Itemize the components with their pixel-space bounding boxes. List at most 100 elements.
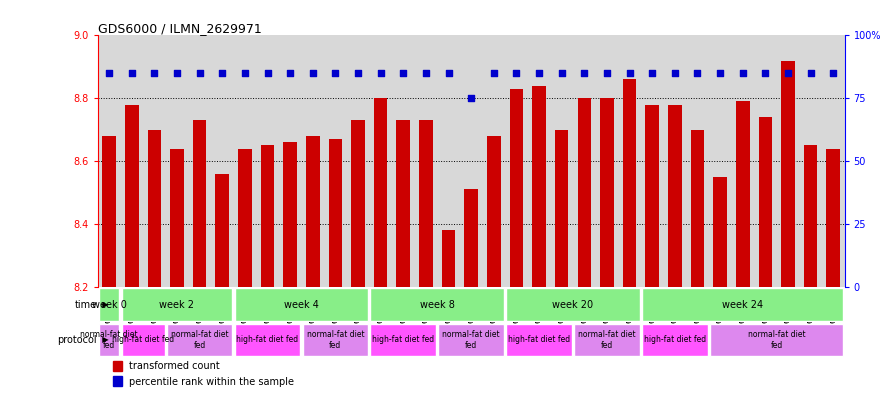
Point: [691, 70, 705, 76]
Text: normal-fat diet
fed: normal-fat diet fed: [443, 330, 500, 350]
Bar: [238, 149, 252, 287]
Text: normal-fat diet
fed: normal-fat diet fed: [171, 330, 228, 350]
Point: [668, 70, 682, 76]
Text: high-fat diet fed: high-fat diet fed: [508, 336, 570, 344]
Bar: [487, 136, 501, 287]
Bar: [215, 174, 229, 287]
Text: protocol: protocol: [57, 335, 97, 345]
FancyBboxPatch shape: [506, 324, 572, 356]
Bar: [419, 120, 433, 287]
Text: ▶: ▶: [97, 300, 108, 309]
Bar: [170, 149, 184, 287]
Bar: [329, 139, 342, 287]
FancyBboxPatch shape: [642, 288, 844, 321]
Bar: [668, 105, 682, 287]
FancyBboxPatch shape: [99, 324, 119, 356]
Point: [600, 70, 614, 76]
Bar: [260, 145, 275, 287]
Text: time: time: [75, 299, 97, 310]
Bar: [555, 130, 568, 287]
Bar: [396, 120, 410, 287]
Point: [328, 70, 342, 76]
Point: [645, 70, 660, 76]
Point: [170, 70, 184, 76]
Bar: [578, 98, 591, 287]
Text: normal-fat diet
fed: normal-fat diet fed: [80, 330, 138, 350]
Point: [735, 70, 749, 76]
Point: [148, 70, 162, 76]
Point: [124, 70, 139, 76]
Bar: [306, 136, 319, 287]
Text: normal-fat diet
fed: normal-fat diet fed: [748, 330, 805, 350]
Bar: [827, 149, 840, 287]
Text: high-fat diet fed: high-fat diet fed: [112, 336, 174, 344]
Text: week 20: week 20: [552, 299, 594, 310]
Point: [486, 70, 501, 76]
Point: [260, 70, 275, 76]
FancyBboxPatch shape: [438, 324, 504, 356]
FancyBboxPatch shape: [167, 324, 232, 356]
Point: [464, 95, 478, 101]
Point: [215, 70, 229, 76]
Bar: [284, 142, 297, 287]
Bar: [645, 105, 659, 287]
Bar: [148, 130, 161, 287]
Bar: [374, 98, 388, 287]
Bar: [351, 120, 364, 287]
Point: [713, 70, 727, 76]
FancyBboxPatch shape: [99, 288, 119, 321]
Bar: [193, 120, 206, 287]
FancyBboxPatch shape: [371, 288, 504, 321]
FancyBboxPatch shape: [371, 324, 436, 356]
Point: [555, 70, 569, 76]
Text: week 8: week 8: [420, 299, 454, 310]
Bar: [533, 86, 546, 287]
Bar: [623, 79, 637, 287]
Bar: [781, 61, 795, 287]
Point: [193, 70, 207, 76]
Bar: [509, 89, 524, 287]
Text: week 24: week 24: [722, 299, 764, 310]
Point: [509, 70, 524, 76]
Text: GDS6000 / ILMN_2629971: GDS6000 / ILMN_2629971: [98, 22, 261, 35]
Bar: [758, 117, 773, 287]
FancyBboxPatch shape: [574, 324, 640, 356]
Text: transformed count: transformed count: [129, 362, 220, 371]
Text: percentile rank within the sample: percentile rank within the sample: [129, 376, 294, 387]
FancyBboxPatch shape: [302, 324, 368, 356]
Text: normal-fat diet
fed: normal-fat diet fed: [578, 330, 636, 350]
Point: [237, 70, 252, 76]
Bar: [736, 101, 749, 287]
FancyBboxPatch shape: [235, 324, 300, 356]
FancyBboxPatch shape: [710, 324, 844, 356]
Text: high-fat diet fed: high-fat diet fed: [372, 336, 435, 344]
Point: [781, 70, 795, 76]
FancyBboxPatch shape: [235, 288, 368, 321]
FancyBboxPatch shape: [122, 288, 232, 321]
Text: high-fat diet fed: high-fat diet fed: [236, 336, 299, 344]
Point: [351, 70, 365, 76]
Point: [532, 70, 546, 76]
Point: [373, 70, 388, 76]
FancyBboxPatch shape: [642, 324, 708, 356]
Bar: [464, 189, 478, 287]
Text: week 2: week 2: [159, 299, 195, 310]
Point: [442, 70, 456, 76]
Text: week 4: week 4: [284, 299, 319, 310]
Text: ▶: ▶: [97, 336, 108, 344]
Bar: [442, 230, 455, 287]
Point: [396, 70, 411, 76]
Text: week 0: week 0: [92, 299, 126, 310]
Bar: [713, 177, 727, 287]
FancyBboxPatch shape: [122, 324, 164, 356]
Point: [758, 70, 773, 76]
Point: [804, 70, 818, 76]
Point: [622, 70, 637, 76]
Bar: [125, 105, 139, 287]
Bar: [113, 376, 122, 386]
Point: [306, 70, 320, 76]
Point: [283, 70, 297, 76]
Point: [577, 70, 591, 76]
Bar: [102, 136, 116, 287]
Point: [826, 70, 840, 76]
